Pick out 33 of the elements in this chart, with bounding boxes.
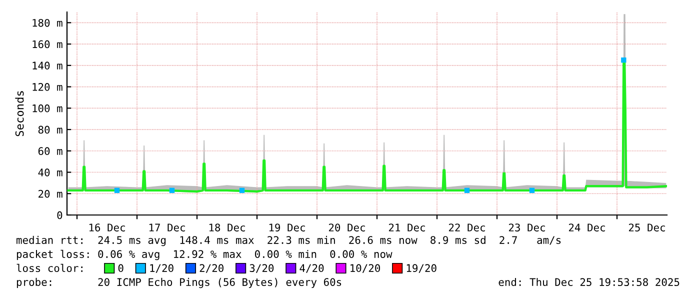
y-tick-label: 80 m <box>38 126 62 134</box>
x-tick-label: 21 Dec <box>388 224 425 232</box>
legend-label: 1/20 <box>150 264 174 273</box>
x-tick-label: 23 Dec <box>508 224 545 232</box>
text: packet loss: 0.06 % avg 12.92 % max 0.00 % min 0.00 % now <box>16 250 392 260</box>
legend-label: 0 <box>118 264 124 272</box>
text: end: Thu Dec 25 19:53:58 2025 <box>498 278 680 286</box>
legend-label: 3/20 <box>250 264 274 273</box>
text: median rtt: 24.5 ms avg 148.4 ms max 22.3 ms min 26.6 ms now 8.9 ms sd 2.7 am/s <box>16 236 561 246</box>
y-tick-label: 0 <box>57 211 62 220</box>
y-tick-label: 60 m <box>38 147 62 156</box>
y-tick-label: 140 m <box>32 62 62 70</box>
legend-label: 10/20 <box>350 264 380 273</box>
x-tick-label: 19 Dec <box>269 224 305 232</box>
y-tick-label: 40 m <box>38 168 62 176</box>
y-tick-label: 120 m <box>32 83 62 91</box>
x-tick-label: 17 Dec <box>149 224 185 232</box>
x-tick-label: 25 Dec <box>628 224 665 232</box>
x-tick-label: 24 Dec <box>568 224 605 232</box>
x-tick-label: 22 Dec <box>448 224 485 232</box>
legend-label: 19/20 <box>406 264 436 273</box>
text: probe: 20 ICMP Echo Pings (56 Bytes) every 60s <box>16 278 342 288</box>
legend-label: 2/20 <box>200 264 224 273</box>
y-tick-label: 100 m <box>32 104 62 112</box>
y-tick-label: 180 m <box>32 18 62 27</box>
y-tick-label: 20 m <box>38 190 62 198</box>
x-tick-label: 20 Dec <box>328 224 365 232</box>
y-tick-label: 160 m <box>32 40 62 48</box>
legend-label: 4/20 <box>300 264 324 273</box>
y-axis-title: Seconds <box>15 91 24 136</box>
x-tick-label: 18 Dec <box>209 224 245 232</box>
x-tick-label: 16 Dec <box>89 224 125 232</box>
legend-title: loss color: <box>16 264 82 272</box>
